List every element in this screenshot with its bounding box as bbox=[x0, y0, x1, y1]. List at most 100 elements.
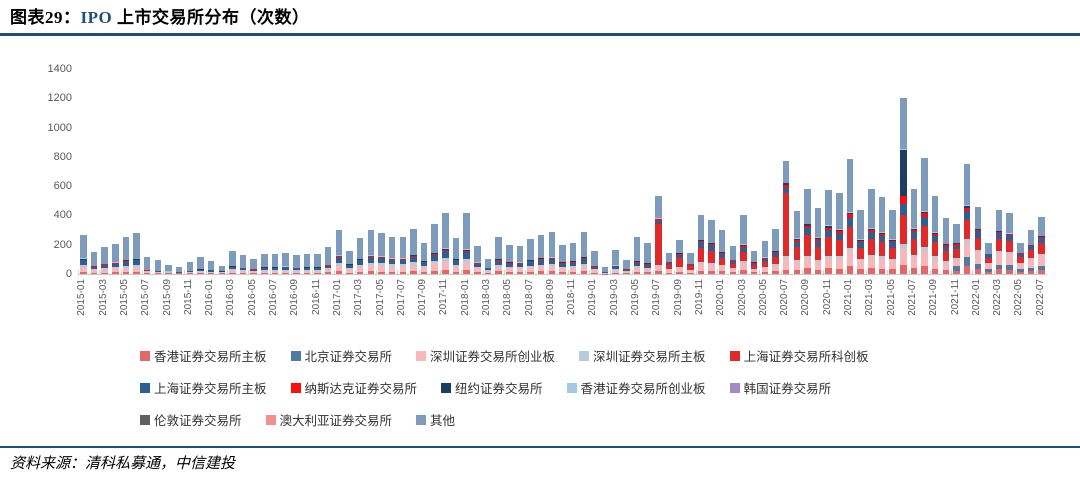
bar-segment-other bbox=[687, 253, 694, 264]
bar-segment-other bbox=[910, 189, 918, 229]
bar-segment-hk_main bbox=[431, 270, 438, 274]
bar-segment-sz_main bbox=[474, 267, 481, 269]
bar-segment-hk_main bbox=[878, 268, 886, 274]
bar-column bbox=[324, 246, 332, 274]
bar-segment-hk_gem bbox=[963, 205, 971, 206]
bar-segment-nyse bbox=[644, 263, 651, 264]
legend-item-other: 其他 bbox=[416, 410, 455, 429]
bar-segment-sz_main bbox=[197, 271, 204, 272]
bar-segment-sh_main bbox=[229, 267, 236, 270]
bar-column bbox=[112, 244, 119, 274]
bar-column bbox=[931, 196, 939, 274]
bar-segment-nasdaq bbox=[644, 263, 651, 265]
bar-segment-nasdaq bbox=[718, 253, 726, 255]
bar-segment-sz_main bbox=[633, 266, 641, 268]
bar-segment-other bbox=[889, 209, 896, 240]
bar-segment-sz_main bbox=[303, 269, 311, 271]
bar-segment-sz_chinext bbox=[282, 270, 289, 273]
bar-segment-sz_chinext bbox=[250, 271, 257, 274]
legend-item-beijing: 北京证券交易所 bbox=[290, 346, 392, 365]
bar-segment-nasdaq bbox=[889, 240, 896, 243]
bar-segment-hk_main bbox=[857, 269, 864, 274]
bar-column bbox=[782, 161, 790, 274]
bar-segment-sh_main bbox=[250, 269, 257, 272]
bar-column bbox=[143, 257, 151, 274]
bar-column bbox=[378, 233, 385, 274]
bar-segment-sh_main bbox=[676, 254, 683, 259]
bar-segment-sh_main bbox=[463, 251, 470, 260]
bar-segment-nasdaq bbox=[1038, 236, 1045, 238]
bar-segment-sh_main bbox=[133, 260, 140, 265]
x-axis-tick-label: 2021-01 bbox=[843, 279, 854, 316]
bar-column bbox=[814, 208, 822, 274]
bar-segment-nyse bbox=[569, 261, 577, 263]
bar-segment-nasdaq bbox=[452, 259, 460, 261]
bar-segment-sz_chinext bbox=[133, 266, 140, 272]
bar-segment-nasdaq bbox=[995, 231, 1003, 234]
bar-segment-hk_main bbox=[261, 272, 268, 274]
bar-segment-sh_main bbox=[154, 271, 162, 272]
bar-column bbox=[612, 249, 619, 274]
bar-segment-hk_main bbox=[974, 269, 982, 274]
x-axis-tick bbox=[610, 270, 612, 274]
bar-segment-other bbox=[335, 230, 343, 256]
bar-segment-nasdaq bbox=[836, 231, 843, 234]
bar-segment-star bbox=[814, 246, 822, 260]
bar-segment-other bbox=[484, 258, 492, 268]
bar-segment-nyse bbox=[782, 183, 790, 185]
bar-segment-hk_main bbox=[250, 273, 257, 274]
bar-segment-hk_main bbox=[793, 269, 800, 274]
bar-segment-nasdaq bbox=[974, 229, 982, 231]
x-axis-tick bbox=[440, 270, 442, 274]
legend-row: 伦敦证券交易所 澳大利亚证券交易所 其他 bbox=[140, 410, 1040, 429]
legend-item-sz_chinext: 深圳证券交易所创业板 bbox=[416, 346, 555, 365]
x-axis-tick bbox=[759, 270, 761, 274]
bar-segment-hk_main bbox=[175, 273, 183, 274]
bar-segment-sz_main bbox=[346, 267, 353, 270]
bar-segment-sh_main bbox=[207, 270, 215, 272]
bar-segment-sh_main bbox=[995, 233, 1003, 240]
bar-segment-nasdaq bbox=[420, 261, 428, 263]
bar-segment-star bbox=[836, 240, 843, 257]
bar-segment-hk_gem bbox=[708, 242, 715, 244]
bar-segment-other bbox=[995, 209, 1003, 232]
bar-segment-sz_chinext bbox=[356, 266, 364, 272]
x-axis-tick-label: 2018-05 bbox=[502, 279, 514, 316]
bar-segment-nyse bbox=[527, 259, 534, 261]
bar-segment-star bbox=[931, 242, 939, 257]
legend-swatch-icon bbox=[729, 350, 740, 361]
bar-segment-hk_main bbox=[90, 272, 98, 274]
bar-segment-nasdaq bbox=[708, 244, 715, 246]
bar-segment-sz_main bbox=[963, 239, 971, 243]
x-axis-tick-label: 2017-07 bbox=[395, 279, 407, 316]
bar-segment-beijing bbox=[985, 269, 992, 272]
legend-item-sh_main: 上海证券交易所主板 bbox=[140, 378, 267, 397]
x-axis-tick bbox=[290, 270, 292, 274]
bar-column bbox=[1038, 216, 1045, 274]
bar-segment-other bbox=[772, 228, 779, 251]
bar-segment-nasdaq bbox=[474, 263, 481, 264]
bar-segment-hk_main bbox=[410, 271, 417, 274]
bar-column bbox=[676, 239, 683, 274]
x-axis-tick-label: 2015-11 bbox=[182, 279, 194, 315]
bar-segment-star bbox=[974, 237, 982, 250]
x-axis-tick-label: 2019-07 bbox=[651, 279, 663, 316]
bar-segment-sh_main bbox=[431, 254, 438, 261]
bar-segment-sh_main bbox=[793, 242, 800, 248]
bar-segment-sz_main bbox=[612, 268, 619, 270]
bar-segment-sz_main bbox=[463, 259, 470, 262]
x-axis-tick-label: 2018-03 bbox=[481, 279, 492, 316]
bar-segment-sh_main bbox=[655, 220, 662, 225]
bar-segment-nasdaq bbox=[910, 229, 918, 233]
bar-segment-other bbox=[1006, 212, 1013, 234]
bar-column bbox=[868, 189, 875, 274]
bar-segment-sz_main bbox=[836, 256, 843, 259]
bar-segment-other bbox=[580, 231, 588, 257]
bar-segment-sz_chinext bbox=[953, 259, 960, 267]
bar-column bbox=[474, 245, 481, 274]
bar-segment-hk_main bbox=[931, 268, 939, 274]
x-axis-tick bbox=[461, 270, 463, 274]
x-axis-tick-label: 2018-07 bbox=[523, 279, 535, 316]
bar-segment-sh_main bbox=[910, 232, 918, 240]
x-axis-tick bbox=[972, 270, 974, 274]
